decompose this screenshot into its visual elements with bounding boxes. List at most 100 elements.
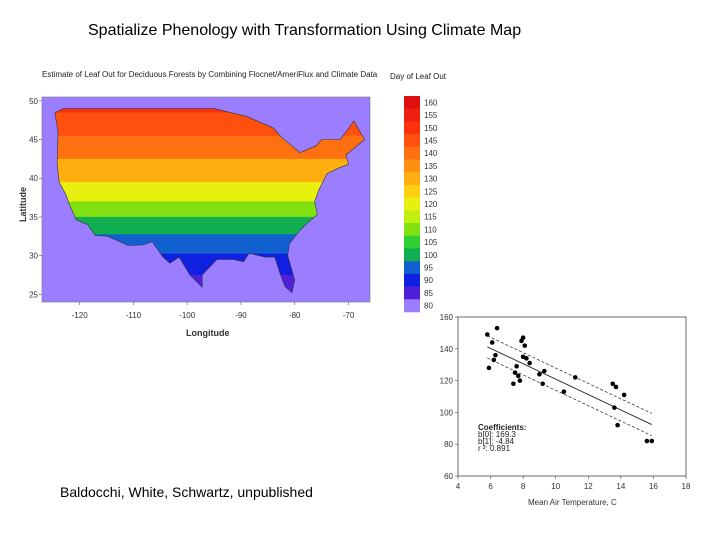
- scatter-x-tick-label: 4: [456, 482, 461, 491]
- scatter-point: [537, 371, 542, 377]
- scatter-point: [486, 365, 492, 371]
- map-y-tick-label: 25: [29, 290, 38, 299]
- coefficients-annotation: Coefficients:b[0]: 169.3b[1]: -4.84r ²: …: [478, 423, 526, 453]
- colorbar-tick-label: 90: [424, 276, 433, 285]
- colorbar-tick-label: 80: [424, 302, 433, 311]
- regression-line: [487, 346, 652, 425]
- scatter-point: [527, 360, 532, 366]
- colorbar-title: Day of Leaf Out: [390, 72, 447, 81]
- colorbar-swatch: [404, 273, 420, 287]
- map-x-tick-label: -90: [235, 311, 247, 320]
- map-title: Estimate of Leaf Out for Deciduous Fores…: [42, 70, 378, 79]
- scatter-point: [524, 356, 529, 361]
- map-plot-area: [42, 97, 370, 302]
- map-y-tick-label: 30: [29, 252, 38, 261]
- scatter-point: [485, 332, 490, 337]
- coefficient-line: b[0]: 169.3: [478, 430, 516, 439]
- scatter-point: [514, 363, 519, 369]
- scatter-point: [520, 335, 526, 340]
- scatter-points: [485, 325, 655, 444]
- scatter-y-tick-label: 140: [440, 345, 454, 354]
- us-outline: [54, 108, 365, 294]
- scatter-y-tick-label: 160: [440, 313, 454, 322]
- colorbar-swatch: [404, 108, 420, 122]
- scatter-y-tick-label: 120: [440, 377, 454, 386]
- scatter-point: [649, 438, 655, 444]
- map-y-tick-label: 35: [29, 213, 38, 222]
- scatter-point: [511, 381, 516, 387]
- coefficient-line: Coefficients:: [478, 423, 526, 432]
- map-y-tick-label: 50: [29, 97, 38, 106]
- coefficient-line: r ²: 0.891: [478, 444, 511, 453]
- colorbar-tick-label: 145: [424, 136, 438, 145]
- scatter-point: [540, 381, 545, 387]
- scatter-y-tick-label: 60: [444, 472, 453, 481]
- scatter-point: [512, 370, 518, 375]
- map-axes: -120 -110 -100 -90 -80 -70 50 45 40 35 30 25: [29, 96, 371, 320]
- colorbar-swatch: [404, 299, 420, 313]
- colorbar-tick-label: 130: [424, 175, 438, 184]
- colorbar-tick-label: 125: [424, 187, 438, 196]
- colorbar-swatch: [404, 235, 420, 249]
- scatter-point: [613, 384, 619, 390]
- scatter-x-tick-label: 16: [649, 482, 658, 491]
- leaf-out-band: [54, 108, 365, 113]
- scatter-point: [621, 392, 627, 398]
- scatter-point: [493, 352, 498, 358]
- land-fill: [54, 108, 365, 293]
- colorbar-tick-label: 115: [424, 213, 437, 222]
- scatter-x-tick-label: 8: [521, 482, 526, 491]
- scatter-y-tick-label: 80: [444, 440, 453, 449]
- confidence-band-line: [487, 335, 652, 414]
- leaf-out-band: [54, 216, 365, 235]
- map-y-tick-label: 45: [29, 136, 38, 145]
- colorbar-tick-label: 120: [424, 200, 438, 209]
- map-x-tick-label: -100: [179, 311, 196, 320]
- colorbar-swatch: [404, 159, 420, 173]
- map-x-tick-label: -110: [126, 311, 142, 320]
- colorbar-swatch: [404, 184, 420, 198]
- colorbar-tick-label: 155: [424, 111, 438, 120]
- colorbar-tick-label: 105: [424, 238, 438, 247]
- scatter-point: [561, 389, 567, 395]
- scatter-point: [615, 422, 620, 428]
- colorbar-tick-label: 150: [424, 124, 438, 133]
- scatter-point: [612, 405, 617, 410]
- scatter-point: [644, 438, 650, 444]
- map-x-label: Longitude: [186, 328, 230, 338]
- colorbar-swatch: [404, 134, 420, 148]
- credit-line: Baldocchi, White, Schwartz, unpublished: [60, 484, 313, 500]
- leaf-out-band: [54, 182, 365, 202]
- colorbar-swatch: [404, 223, 420, 237]
- leaf-out-band: [54, 201, 365, 218]
- colorbar-tick-label: 110: [424, 225, 437, 234]
- scatter-point: [515, 373, 521, 379]
- leaf-out-band: [54, 158, 365, 183]
- scatter-x-label: Mean Air Temperature, C: [528, 498, 617, 507]
- scatter-x-tick-label: 10: [551, 482, 560, 491]
- colorbar-swatch: [404, 286, 420, 300]
- map-x-tick-label: -80: [289, 311, 301, 320]
- scatter-ticks: 4 6 8 10 12 14 16 18 60 80 100 120 140 160: [440, 313, 691, 491]
- colorbar-swatch: [404, 248, 420, 262]
- slide-title: Spatialize Phenology with Transformation…: [88, 22, 522, 39]
- colorbar-tick-label: 140: [424, 149, 438, 158]
- coefficient-line: b[1]: -4.84: [478, 437, 515, 446]
- scatter-x-tick-label: 14: [616, 482, 625, 491]
- map-frame: [41, 96, 371, 303]
- scatter-x-tick-label: 6: [488, 482, 493, 491]
- colorbar-swatch: [404, 261, 420, 275]
- scatter-point: [491, 357, 497, 363]
- scatter-point: [517, 378, 523, 383]
- scatter-x-tick-label: 18: [682, 482, 691, 491]
- colorbar-swatch: [404, 121, 420, 135]
- scatter-point: [494, 325, 500, 331]
- map-x-tick-label: -120: [72, 311, 89, 320]
- scatter-point: [489, 340, 495, 345]
- colorbar-tick-label: 100: [424, 251, 438, 260]
- colorbar: 160 155 150 145 140 135 130 125 120 115 110 105 100 9…: [404, 96, 438, 313]
- scatter-x-tick-label: 12: [584, 482, 593, 491]
- colorbar-swatch: [404, 197, 420, 211]
